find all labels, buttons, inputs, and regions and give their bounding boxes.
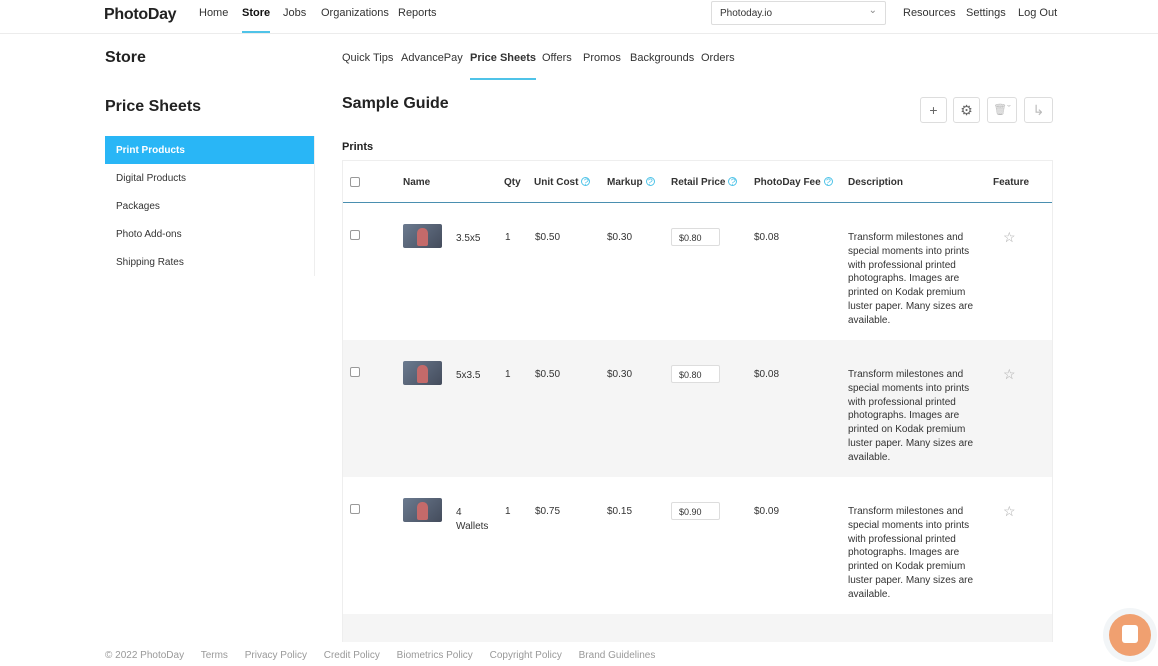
unit-cost: $0.75 [535,506,561,517]
sidebar-item-digital-products[interactable]: Digital Products [116,173,187,184]
retail-price-input[interactable]: $0.90 [671,502,720,520]
nav-settings[interactable]: Settings [966,7,1006,19]
qty: 1 [505,506,511,517]
nav-logout[interactable]: Log Out [1018,7,1058,19]
unit-cost: $0.50 [535,369,561,380]
col-unit-cost: Unit Cost? [534,177,591,188]
retail-price-input[interactable]: $0.80 [671,228,720,246]
gear-icon: ⚙ [960,102,973,118]
help-icon[interactable]: ? [728,177,738,187]
markup: $0.15 [607,506,633,517]
description: Transform milestones and special moments… [848,232,974,326]
tab-quick-tips[interactable]: Quick Tips [342,52,394,64]
store-title: Store [105,49,146,66]
sidebar-item-packages[interactable]: Packages [116,201,160,212]
sidebar: Print Products Digital Products Packages… [105,136,315,276]
product-thumbnail [403,361,442,385]
footer-credit[interactable]: Credit Policy [323,650,380,661]
nav-jobs[interactable]: Jobs [283,7,307,19]
table-row: 5x3.5 1 $0.50 $0.30 $0.80 $0.08 Transfor… [343,340,1052,477]
page-title: Sample Guide [342,95,449,112]
delete-button[interactable]: 🗑ˇ [987,97,1017,123]
footer-biometrics[interactable]: Biometrics Policy [396,650,473,661]
photoday-fee: $0.08 [754,232,780,243]
product-thumbnail [403,498,442,522]
table-row [343,614,1052,642]
star-icon[interactable]: ☆ [1003,503,1016,519]
table-header: Name Qty Unit Cost? Markup? Retail Price… [343,160,1052,203]
qty: 1 [505,232,511,243]
tab-backgrounds[interactable]: Backgrounds [630,52,695,64]
nav-resources[interactable]: Resources [903,7,956,19]
retail-price-input[interactable]: $0.80 [671,365,720,383]
help-icon[interactable]: ? [823,177,833,187]
price-sheets-title: Price Sheets [105,98,202,115]
table-row: 4 Wallets 1 $0.75 $0.15 $0.90 $0.09 Tran… [343,477,1052,614]
col-photoday-fee: PhotoDay Fee? [754,177,833,188]
trash-icon: 🗑ˇ [993,104,1011,116]
row-checkbox[interactable] [350,504,360,514]
photoday-fee: $0.08 [754,369,780,380]
tab-promos[interactable]: Promos [583,52,621,64]
description: Transform milestones and special moments… [848,506,974,600]
description: Transform milestones and special moments… [848,369,974,463]
row-checkbox[interactable] [350,367,360,377]
chat-launcher-button[interactable] [1109,614,1151,656]
col-feature: Feature [993,177,1030,188]
nav-store[interactable]: Store [242,7,271,33]
sidebar-item-photo-add-ons[interactable]: Photo Add-ons [116,229,182,240]
product-name: 5x3.5 [456,370,481,381]
product-name: 3.5x5 [456,233,481,244]
footer-terms[interactable]: Terms [200,650,228,661]
footer: © 2022 PhotoDay Terms Privacy Policy Cre… [105,650,705,661]
product-thumbnail [403,224,442,248]
top-header: PhotoDay Home Store Jobs Organizations R… [0,0,1158,34]
star-icon[interactable]: ☆ [1003,366,1016,382]
photoday-logo[interactable]: PhotoDay [104,6,177,23]
tab-advancepay[interactable]: AdvancePay [401,52,463,64]
sidebar-item-print-products[interactable]: Print Products [105,136,314,164]
markup: $0.30 [607,369,633,380]
copyright: © 2022 PhotoDay [105,650,185,661]
plus-icon: + [929,102,938,118]
nav-organizations[interactable]: Organizations [321,7,389,19]
footer-copyright-policy[interactable]: Copyright Policy [489,650,562,661]
star-icon[interactable]: ☆ [1003,229,1016,245]
studio-select-value: Photoday.io [720,8,773,19]
tab-price-sheets[interactable]: Price Sheets [470,52,537,80]
section-title: Prints [342,141,374,153]
export-button[interactable]: ↳ [1024,97,1053,123]
export-arrow-icon: ↳ [1032,102,1045,118]
markup: $0.30 [607,232,633,243]
col-description: Description [848,177,904,188]
col-qty: Qty [504,177,521,188]
product-name: 4 Wallets [456,507,489,532]
help-icon[interactable]: ? [645,177,655,187]
add-button[interactable]: + [920,97,947,123]
table-row: 3.5x5 1 $0.50 $0.30 $0.80 $0.08 Transfor… [343,203,1052,340]
footer-brand[interactable]: Brand Guidelines [578,650,656,661]
tab-orders[interactable]: Orders [701,52,735,64]
studio-select[interactable]: Photoday.io ⌄ [711,1,886,25]
chevron-down-icon: ⌄ [868,5,877,16]
qty: 1 [505,369,511,380]
settings-button[interactable]: ⚙ [953,97,980,123]
sidebar-item-shipping-rates[interactable]: Shipping Rates [116,257,184,268]
nav-home[interactable]: Home [199,7,229,19]
photoday-fee: $0.09 [754,506,780,517]
prints-table: Name Qty Unit Cost? Markup? Retail Price… [342,160,1053,642]
footer-privacy[interactable]: Privacy Policy [244,650,307,661]
unit-cost: $0.50 [535,232,561,243]
select-all-checkbox[interactable] [350,177,360,187]
col-retail-price: Retail Price? [671,177,738,188]
col-name: Name [403,177,431,188]
nav-reports[interactable]: Reports [398,7,437,19]
row-checkbox[interactable] [350,230,360,240]
help-icon[interactable]: ? [581,177,591,187]
col-markup: Markup? [607,177,655,188]
tab-offers[interactable]: Offers [542,52,572,64]
